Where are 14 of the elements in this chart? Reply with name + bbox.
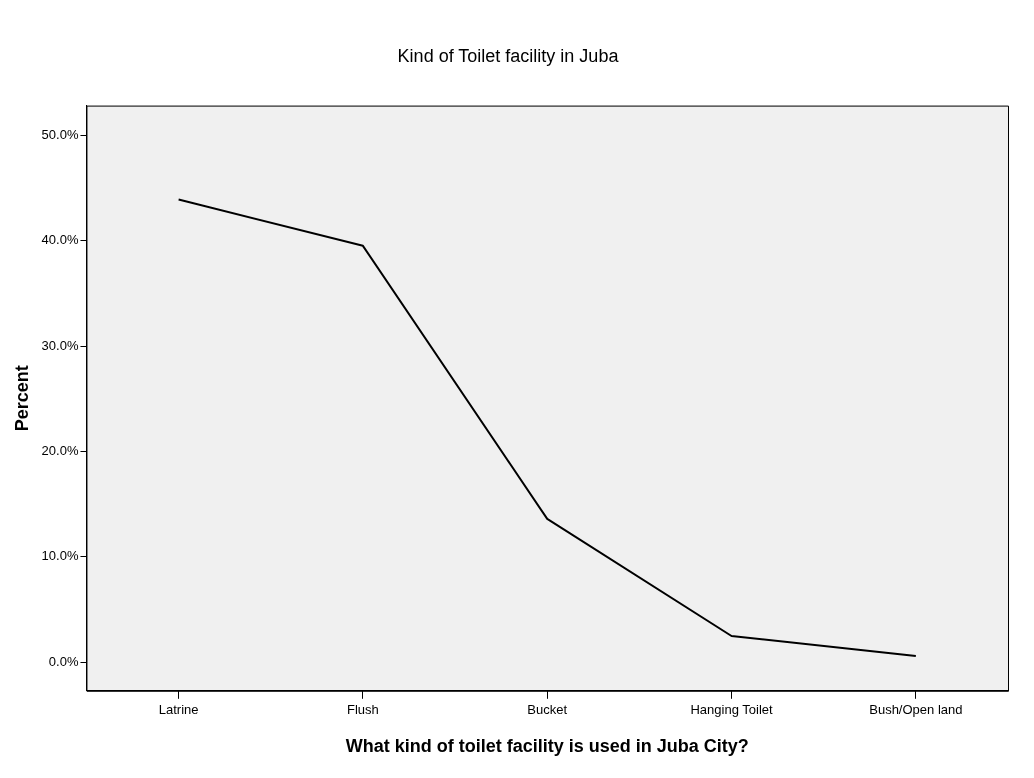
y-tick-label: 0.0%: [48, 653, 79, 669]
y-tick-label: 50.0%: [41, 126, 79, 142]
y-axis-title: Percent: [11, 365, 32, 432]
chart-title: Kind of Toilet facility in Juba: [397, 45, 620, 66]
x-tick-label: Bush/Open land: [869, 702, 963, 718]
y-tick-label: 30.0%: [41, 337, 79, 353]
x-tick-label: Bucket: [527, 702, 568, 718]
x-axis-title: What kind of toilet facility is used in Juba City?: [345, 736, 749, 757]
x-tick-label: Hanging Toilet: [690, 702, 773, 718]
x-tick-label: Latrine: [158, 702, 199, 718]
y-tick-label: 20.0%: [41, 443, 79, 459]
y-tick-label: 10.0%: [41, 548, 79, 564]
x-tick-label: Flush: [347, 702, 379, 718]
y-tick-label: 40.0%: [41, 232, 79, 248]
